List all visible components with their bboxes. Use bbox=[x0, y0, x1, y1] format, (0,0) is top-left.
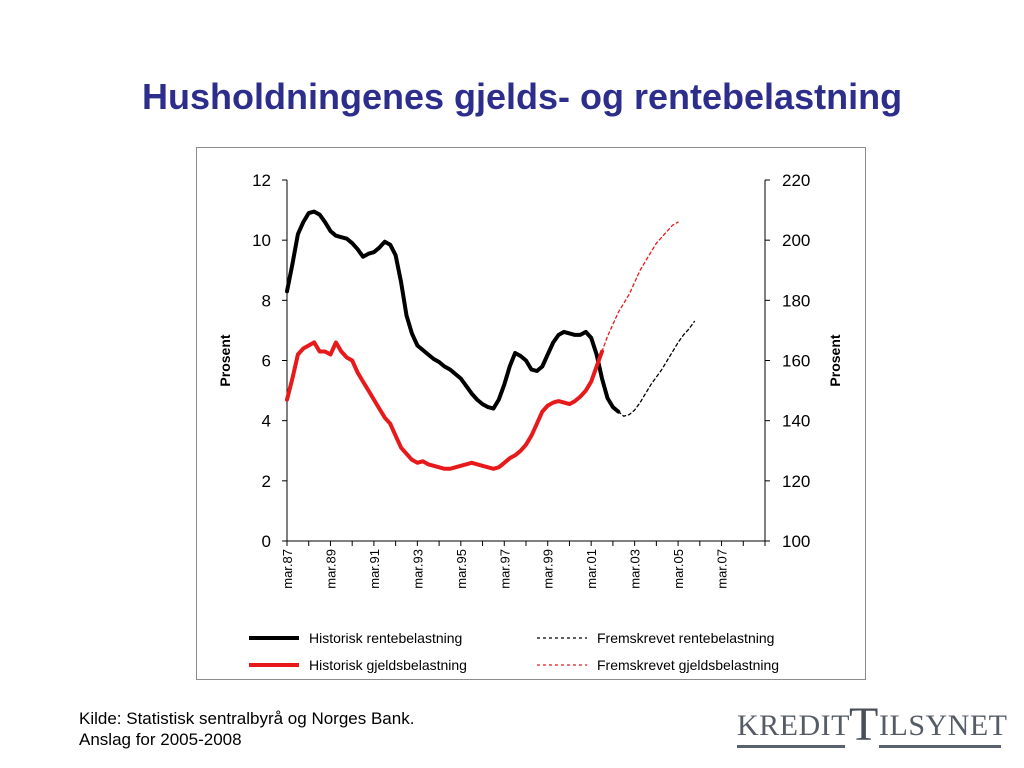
chart-container: 0 2 4 6 8 10 12 100 120 140 160 180 200 220 mar.87 mar.… bbox=[196, 147, 866, 680]
y-right-tick-label: 180 bbox=[782, 291, 810, 310]
y-left-tick-label: 8 bbox=[262, 291, 271, 310]
x-tick-label: mar.05 bbox=[671, 549, 686, 589]
slide-title: Husholdningenes gjelds- og rentebelastni… bbox=[142, 76, 903, 117]
legend-label-fremskrevet-gjeldsbelastning: Fremskrevet gjeldsbelastning bbox=[597, 657, 779, 673]
series-historisk-gjeldsbelastning-line bbox=[285, 340, 604, 471]
y-right-tick-label: 140 bbox=[782, 412, 810, 431]
x-tick-label: mar.07 bbox=[715, 549, 730, 589]
y-right-tick-label: 160 bbox=[782, 352, 810, 371]
logo-rule-right bbox=[879, 745, 1001, 748]
logo-right-word: ILSYNET bbox=[879, 709, 1008, 742]
y-left-tick-label: 4 bbox=[262, 412, 271, 431]
source-line-1: Kilde: Statistisk sentralbyrå og Norges … bbox=[79, 709, 415, 728]
logo-rule-left bbox=[737, 745, 845, 748]
x-tick-label: mar.99 bbox=[541, 549, 556, 589]
x-tick-label: mar.03 bbox=[628, 549, 643, 589]
line-chart: 0 2 4 6 8 10 12 100 120 140 160 180 200 220 mar.87 mar.… bbox=[217, 171, 843, 673]
x-tick-label: mar.97 bbox=[497, 549, 512, 589]
logo-big-letter: T bbox=[849, 698, 879, 751]
logo-left-word: KREDIT bbox=[737, 709, 850, 742]
y-left-tick-label: 10 bbox=[252, 231, 271, 250]
kredittilsynet-logo: KREDIT T ILSYNET bbox=[737, 698, 1007, 751]
series-historisk-rentebelastning-line bbox=[285, 209, 621, 414]
y-right-axis-title: Prosent bbox=[827, 334, 843, 386]
y-right-tick-label: 200 bbox=[782, 231, 810, 250]
x-tick-label: mar.93 bbox=[410, 549, 425, 589]
x-tick-label: mar.01 bbox=[584, 549, 599, 589]
y-left-tick-label: 0 bbox=[262, 532, 271, 551]
y-right-tick-label: 120 bbox=[782, 472, 810, 491]
legend-label-historisk-rentebelastning: Historisk rentebelastning bbox=[309, 630, 462, 646]
y-left-tick-label: 6 bbox=[262, 352, 271, 371]
y-right-tick-label: 100 bbox=[782, 532, 810, 551]
x-tick-label: mar.87 bbox=[280, 549, 295, 589]
series-fremskrevet-gjeldsbelastning-line bbox=[601, 221, 679, 353]
x-tick-label: mar.95 bbox=[454, 549, 469, 589]
y-left-axis-title: Prosent bbox=[217, 334, 233, 386]
legend-label-fremskrevet-rentebelastning: Fremskrevet rentebelastning bbox=[597, 630, 774, 646]
legend-label-historisk-gjeldsbelastning: Historisk gjeldsbelastning bbox=[309, 657, 467, 673]
x-tick-label: mar.91 bbox=[367, 549, 382, 589]
y-left-tick-label: 2 bbox=[262, 472, 271, 491]
source-line-2: Anslag for 2005-2008 bbox=[79, 730, 242, 749]
y-left-tick-label: 12 bbox=[252, 171, 271, 190]
x-tick-label: mar.89 bbox=[323, 549, 338, 589]
y-right-tick-label: 220 bbox=[782, 171, 810, 190]
series-fremskrevet-rentebelastning-line bbox=[617, 320, 696, 417]
source-note: Kilde: Statistisk sentralbyrå og Norges … bbox=[79, 708, 414, 750]
